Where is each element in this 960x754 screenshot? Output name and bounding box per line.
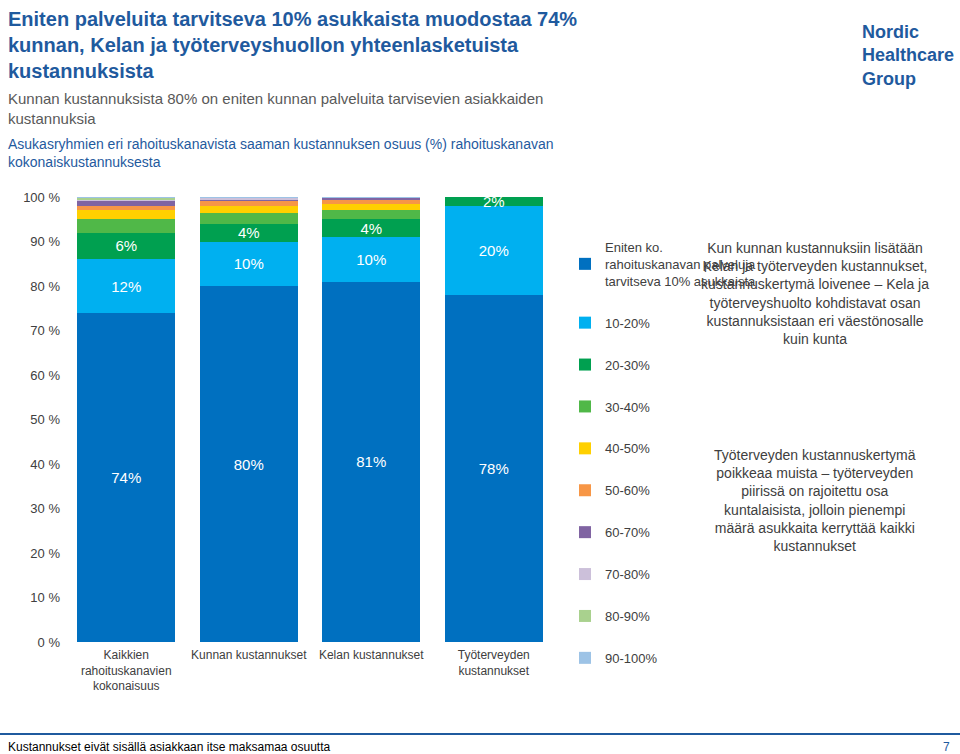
svg-text:78%: 78% (479, 460, 509, 477)
svg-text:Kunnan kustannukset: Kunnan kustannukset (191, 648, 307, 662)
svg-text:4%: 4% (238, 224, 260, 241)
svg-text:Asukasryhmien eri rahoituskana: Asukasryhmien eri rahoituskanavista saam… (8, 136, 554, 170)
svg-text:Kelan kustannukset: Kelan kustannukset (319, 648, 424, 662)
svg-text:90 %: 90 % (30, 234, 60, 249)
svg-text:12%: 12% (111, 278, 141, 295)
svg-text:20-30%: 20-30% (605, 358, 650, 373)
svg-text:40 %: 40 % (30, 457, 60, 472)
svg-text:100 %: 100 % (23, 190, 60, 205)
svg-text:10-20%: 10-20% (605, 316, 650, 331)
svg-text:80-90%: 80-90% (605, 609, 650, 624)
svg-text:2%: 2% (483, 193, 505, 210)
svg-text:4%: 4% (360, 220, 382, 237)
svg-text:80 %: 80 % (30, 279, 60, 294)
svg-text:7: 7 (943, 740, 950, 754)
svg-text:30 %: 30 % (30, 501, 60, 516)
svg-text:10%: 10% (356, 251, 386, 268)
svg-text:Kun kunnan kustannuksiin lisät: Kun kunnan kustannuksiin lisätäänKelan j… (701, 240, 929, 347)
svg-text:70-80%: 70-80% (605, 567, 650, 582)
svg-text:20 %: 20 % (30, 546, 60, 561)
svg-text:50 %: 50 % (30, 412, 60, 427)
svg-text:81%: 81% (356, 453, 386, 470)
svg-text:Työterveydenkustannukset: Työterveydenkustannukset (458, 648, 530, 678)
svg-text:10%: 10% (234, 255, 264, 272)
svg-text:74%: 74% (111, 469, 141, 486)
svg-text:6%: 6% (115, 237, 137, 254)
svg-text:10 %: 10 % (30, 590, 60, 605)
svg-text:40-50%: 40-50% (605, 441, 650, 456)
svg-text:Eniten palveluita tarvitseva 1: Eniten palveluita tarvitseva 10% asukkai… (8, 8, 577, 82)
svg-text:30-40%: 30-40% (605, 400, 650, 415)
svg-text:Kaikkienrahoituskanavienkokona: Kaikkienrahoituskanavienkokonaisuus (81, 648, 172, 693)
svg-text:Työterveyden kustannuskertymäp: Työterveyden kustannuskertymäpoikkeaa mu… (714, 447, 916, 554)
svg-text:50-60%: 50-60% (605, 483, 650, 498)
svg-text:70 %: 70 % (30, 323, 60, 338)
svg-text:Kustannukset eivät sisällä asi: Kustannukset eivät sisällä asiakkaan its… (8, 740, 330, 754)
svg-text:80%: 80% (234, 456, 264, 473)
svg-text:90-100%: 90-100% (605, 651, 657, 666)
svg-text:Eniten ko.rahoituskanavan palv: Eniten ko.rahoituskanavan palvelujatarvi… (605, 240, 756, 289)
svg-text:60 %: 60 % (30, 368, 60, 383)
svg-text:20%: 20% (479, 242, 509, 259)
svg-text:0 %: 0 % (38, 635, 61, 650)
svg-text:Kunnan kustannuksista 80% on e: Kunnan kustannuksista 80% on eniten kunn… (8, 90, 543, 127)
svg-text:NordicHealthcareGroup: NordicHealthcareGroup (862, 22, 954, 89)
svg-text:60-70%: 60-70% (605, 525, 650, 540)
